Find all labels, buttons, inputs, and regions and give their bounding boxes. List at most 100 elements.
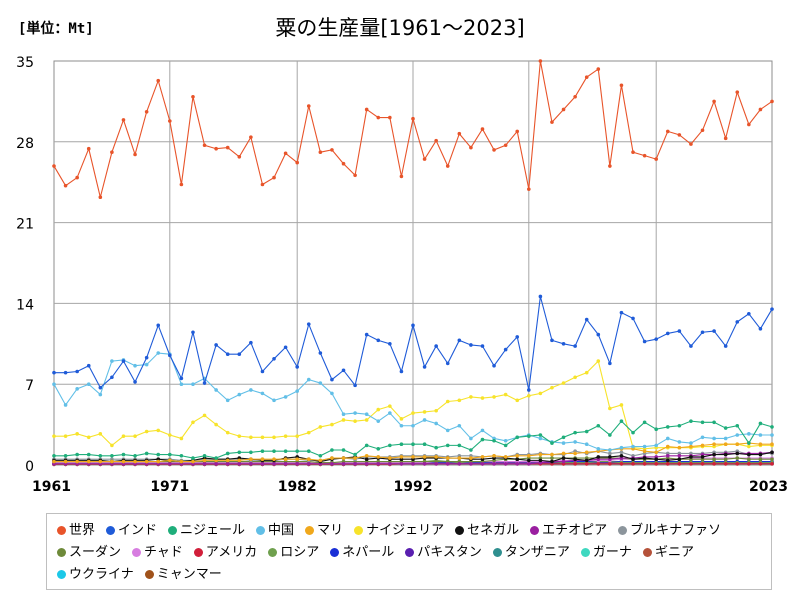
data-point	[758, 442, 763, 447]
data-point	[202, 143, 207, 148]
data-point	[619, 403, 624, 407]
data-point	[353, 456, 357, 460]
data-point	[63, 434, 68, 438]
data-point	[388, 462, 392, 466]
data-point	[225, 458, 230, 463]
data-point	[654, 443, 658, 448]
data-point	[619, 450, 624, 455]
legend-label: ブルキナファソ	[630, 523, 722, 538]
legend-item: ブルキナファソ	[618, 520, 721, 542]
data-point	[573, 462, 577, 466]
legend-label: ウクライナ	[69, 567, 134, 582]
data-point	[318, 381, 323, 385]
data-point	[584, 429, 589, 434]
data-point	[283, 434, 288, 438]
data-point	[445, 462, 450, 466]
data-point	[318, 150, 323, 154]
data-point	[584, 75, 589, 79]
data-point	[272, 435, 276, 440]
data-point	[723, 452, 728, 457]
data-point	[179, 459, 184, 464]
data-point	[399, 417, 404, 421]
data-point	[434, 462, 438, 466]
data-point	[561, 459, 566, 464]
data-point	[52, 164, 56, 168]
unit-label: [単位：Mt]	[18, 21, 94, 37]
data-point	[376, 115, 381, 120]
data-point	[133, 380, 137, 384]
series-layer	[52, 59, 774, 467]
data-point	[411, 462, 415, 466]
data-point	[422, 455, 427, 459]
data-point	[561, 451, 566, 456]
data-point	[411, 455, 415, 459]
legend-marker-icon	[168, 526, 178, 535]
data-point	[469, 456, 473, 460]
data-point	[422, 462, 427, 466]
data-point	[503, 443, 508, 448]
data-point	[179, 182, 184, 187]
data-point	[457, 423, 462, 428]
data-point	[179, 376, 184, 381]
data-point	[191, 456, 195, 460]
data-point	[735, 442, 740, 447]
data-point	[712, 99, 716, 104]
data-point	[561, 342, 566, 346]
data-point	[596, 332, 601, 337]
data-point	[515, 398, 520, 403]
data-point	[422, 418, 427, 422]
data-point	[260, 182, 265, 187]
data-point	[515, 453, 520, 458]
data-point	[608, 455, 612, 459]
data-point	[665, 129, 670, 134]
legend-marker-icon	[256, 526, 266, 535]
data-point	[619, 462, 624, 466]
data-point	[75, 369, 79, 374]
data-point	[364, 107, 369, 112]
data-point	[700, 128, 705, 133]
data-point	[677, 329, 682, 333]
data-point	[538, 391, 543, 396]
data-point	[388, 411, 392, 415]
data-point	[306, 430, 311, 435]
data-point	[631, 316, 635, 321]
data-point	[445, 456, 450, 460]
data-point	[110, 453, 114, 458]
legend-item: ウクライナ	[57, 564, 134, 586]
legend-marker-icon	[268, 548, 278, 557]
data-point	[237, 434, 242, 438]
data-point	[527, 462, 531, 466]
data-point	[283, 395, 288, 399]
data-point	[596, 359, 601, 363]
data-point	[98, 195, 103, 200]
data-point	[642, 449, 647, 453]
data-point	[341, 161, 346, 166]
data-point	[225, 352, 230, 356]
legend-marker-icon	[492, 548, 502, 557]
data-point	[654, 450, 658, 455]
legend-marker-icon	[193, 548, 203, 557]
data-point	[665, 458, 670, 463]
data-point	[364, 457, 369, 462]
data-point	[156, 452, 161, 457]
data-point	[712, 436, 716, 441]
data-point	[480, 344, 485, 348]
legend-item: ガーナ	[580, 542, 632, 564]
legend-label: ギニア	[654, 545, 694, 560]
data-point	[52, 382, 56, 387]
data-point	[445, 428, 450, 433]
data-point	[665, 462, 670, 466]
data-point	[550, 120, 554, 124]
legend-item: インド	[106, 520, 157, 542]
data-point	[677, 453, 682, 458]
data-point	[642, 420, 647, 425]
data-point	[550, 385, 554, 390]
data-point	[214, 422, 218, 427]
data-point	[642, 456, 647, 460]
data-point	[619, 453, 624, 458]
legend-marker-icon	[455, 526, 465, 535]
data-point	[86, 363, 91, 368]
data-point	[422, 365, 427, 369]
data-point	[573, 457, 577, 462]
data-point	[306, 377, 311, 382]
